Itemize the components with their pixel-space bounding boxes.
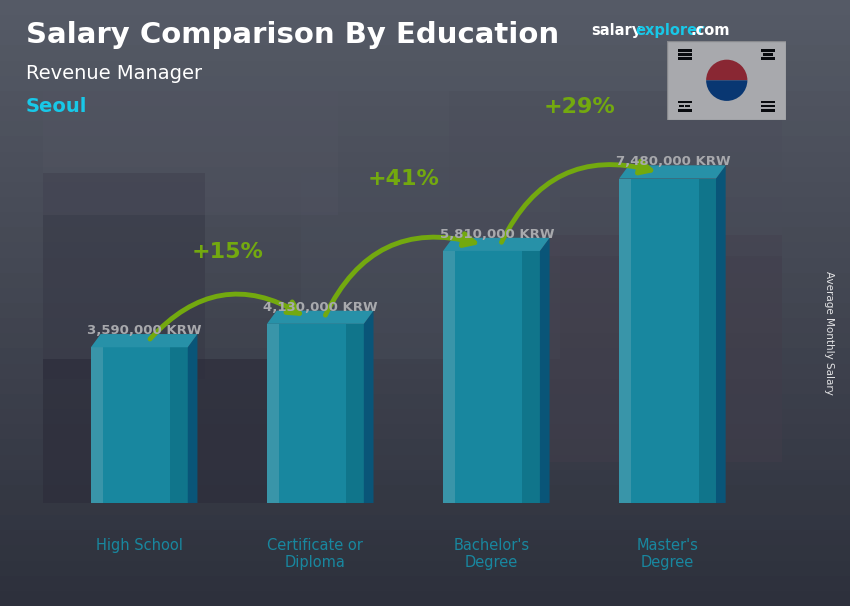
Bar <box>267 324 364 503</box>
Bar <box>679 105 684 107</box>
Polygon shape <box>443 238 550 251</box>
Bar <box>762 49 775 52</box>
Bar <box>762 53 768 56</box>
Text: 5,810,000 KRW: 5,810,000 KRW <box>439 228 554 241</box>
Bar <box>347 324 364 503</box>
Bar <box>91 347 188 503</box>
Bar <box>170 347 188 503</box>
Bar <box>678 101 692 103</box>
Text: explorer: explorer <box>635 23 705 38</box>
Bar <box>678 49 692 52</box>
Text: salary: salary <box>591 23 641 38</box>
Polygon shape <box>267 311 373 324</box>
FancyArrowPatch shape <box>326 234 475 315</box>
Bar <box>685 105 689 107</box>
Bar <box>301 173 560 359</box>
Bar <box>699 179 716 503</box>
Text: .com: .com <box>690 23 729 38</box>
Text: High School: High School <box>96 538 183 553</box>
Bar <box>91 347 103 503</box>
Bar <box>443 251 540 503</box>
Text: 3,590,000 KRW: 3,590,000 KRW <box>88 324 202 337</box>
Text: +29%: +29% <box>544 97 615 117</box>
Bar <box>678 53 692 56</box>
Text: Revenue Manager: Revenue Manager <box>26 64 201 82</box>
Bar <box>267 324 279 503</box>
Bar <box>762 101 775 103</box>
Text: +41%: +41% <box>367 169 439 189</box>
Text: +15%: +15% <box>191 242 264 262</box>
Text: Seoul: Seoul <box>26 97 87 116</box>
Wedge shape <box>706 80 747 101</box>
Bar <box>42 91 338 215</box>
Polygon shape <box>716 165 726 503</box>
FancyArrowPatch shape <box>150 294 299 339</box>
Wedge shape <box>706 59 747 80</box>
Text: 7,480,000 KRW: 7,480,000 KRW <box>615 155 730 168</box>
Circle shape <box>722 85 732 96</box>
Bar <box>523 235 782 462</box>
Bar <box>678 109 692 112</box>
Bar <box>619 179 631 503</box>
Polygon shape <box>540 238 550 503</box>
Circle shape <box>722 65 732 75</box>
Bar <box>762 109 775 112</box>
Text: Average Monthly Salary: Average Monthly Salary <box>824 271 834 395</box>
Polygon shape <box>188 334 197 503</box>
Polygon shape <box>619 165 726 179</box>
Bar <box>443 251 455 503</box>
Polygon shape <box>364 311 373 503</box>
Text: Bachelor's
Degree: Bachelor's Degree <box>453 538 530 570</box>
Bar <box>768 53 773 56</box>
Polygon shape <box>91 334 197 347</box>
Bar <box>762 105 775 107</box>
Text: Certificate or
Diploma: Certificate or Diploma <box>268 538 363 570</box>
Bar <box>762 58 775 60</box>
Bar <box>619 179 716 503</box>
Bar <box>449 91 782 256</box>
Text: 4,130,000 KRW: 4,130,000 KRW <box>264 301 378 313</box>
FancyArrowPatch shape <box>502 161 651 242</box>
Bar <box>678 58 692 60</box>
Text: Salary Comparison By Education: Salary Comparison By Education <box>26 21 558 49</box>
Bar <box>523 251 540 503</box>
Text: Master's
Degree: Master's Degree <box>637 538 699 570</box>
Bar <box>42 359 301 503</box>
Bar <box>42 173 205 379</box>
